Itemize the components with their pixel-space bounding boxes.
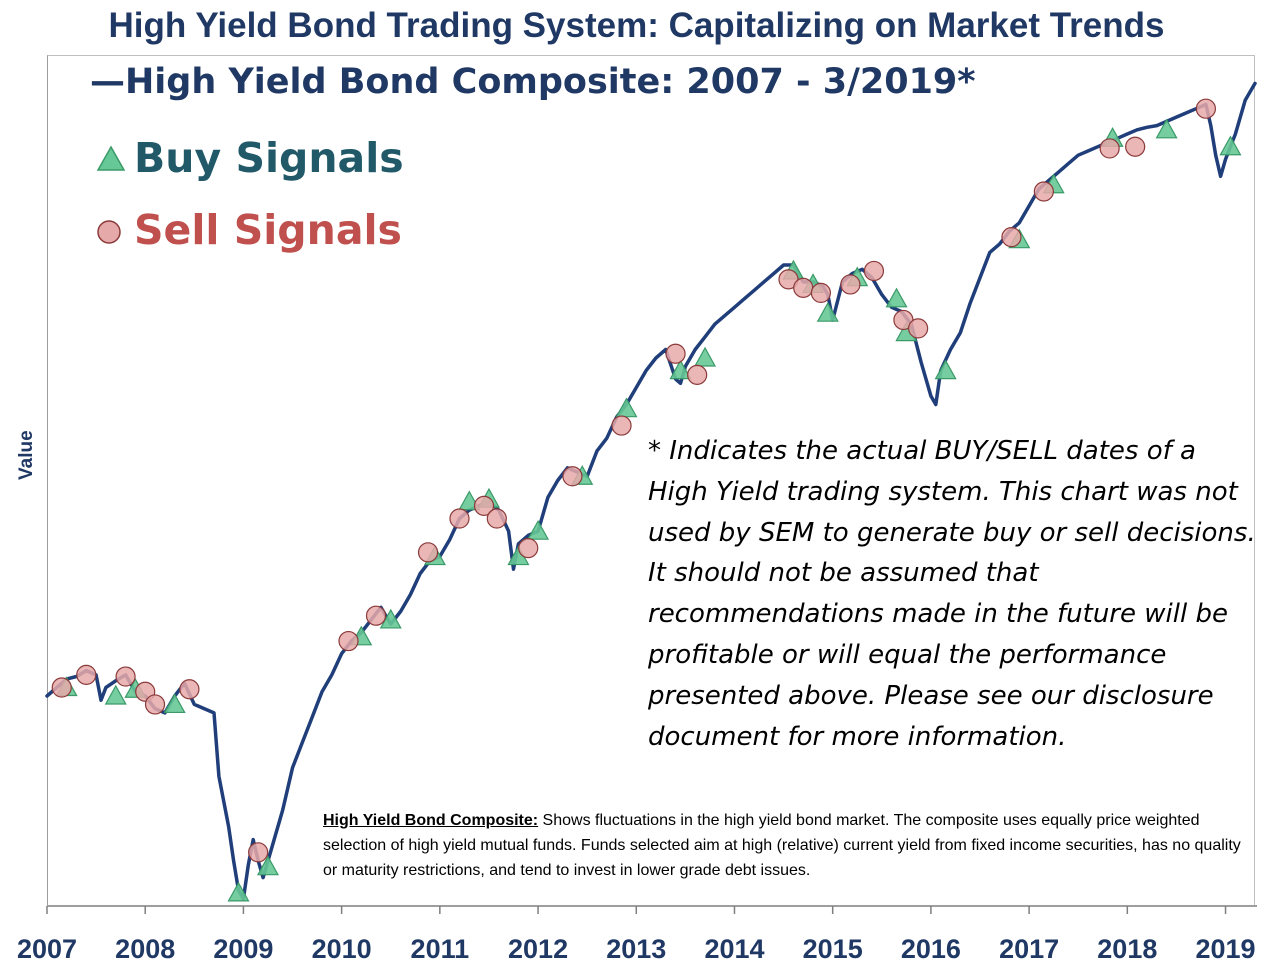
sell-signal-marker (1001, 227, 1022, 248)
sell-signal-marker (76, 664, 97, 685)
x-tick-label-2016: 2016 (901, 934, 961, 964)
buy-signal-marker (885, 287, 908, 308)
legend-series-label: —High Yield Bond Composite: 2007 - 3/201… (90, 62, 976, 102)
chart-title: High Yield Bond Trading System: Capitali… (108, 6, 1165, 45)
buy-signal-marker (615, 397, 638, 418)
composite-footnote: High Yield Bond Composite: Shows fluctua… (323, 808, 1243, 883)
buy-signal-marker (379, 608, 402, 629)
sell-signal-marker (51, 677, 72, 698)
sell-signal-marker (144, 694, 166, 715)
x-tick-label-2012: 2012 (508, 934, 568, 964)
sell-signal-marker (863, 260, 885, 282)
x-tick-label-2018: 2018 (1097, 934, 1157, 964)
legend-sell: Sell Signals (96, 206, 402, 254)
x-tick-label-2017: 2017 (999, 934, 1059, 964)
x-tick-label-2007: 2007 (17, 934, 77, 964)
x-tick-label-2008: 2008 (115, 934, 175, 964)
sell-signal-marker (665, 343, 686, 364)
buy-signal-marker (163, 693, 186, 714)
sell-signal-marker (1099, 138, 1120, 159)
buy-signal-marker (693, 346, 717, 367)
sell-signal-marker (248, 842, 269, 863)
disclaimer-note: * Indicates the actual BUY/SELL dates of… (648, 436, 1256, 752)
buy-signal-marker (227, 881, 250, 902)
sell-signal-marker (518, 537, 539, 559)
x-tick-label-2013: 2013 (606, 934, 666, 964)
sell-signal-marker (810, 282, 832, 304)
buy-signal-marker (1155, 118, 1178, 139)
x-tick-label-2011: 2011 (411, 934, 470, 964)
sell-signal-marker (1125, 136, 1146, 157)
x-tick-label-2010: 2010 (312, 934, 372, 964)
sell-signal-marker (179, 679, 200, 700)
sell-signal-marker (793, 277, 814, 298)
buy-triangle-icon (96, 145, 126, 171)
sell-signal-marker (365, 605, 387, 626)
sell-signal-marker (908, 318, 929, 339)
sell-signal-marker (473, 495, 495, 516)
buy-signal-marker (934, 359, 957, 380)
x-tick-label-2009: 2009 (213, 934, 273, 964)
sell-signal-marker (1195, 98, 1216, 119)
sell-circle-icon (97, 220, 121, 244)
sell-signal-marker (115, 666, 136, 687)
footnote-label: High Yield Bond Composite: (323, 812, 539, 829)
sell-signal-marker (486, 508, 507, 529)
buy-signal-marker (104, 684, 127, 705)
sell-signal-marker (840, 274, 861, 295)
sell-signal-marker (417, 542, 439, 563)
legend-sell-label: Sell Signals (134, 206, 402, 254)
footnote-text: Shows fluctuations in the high yield bon… (323, 812, 1241, 879)
x-tick-label-2015: 2015 (803, 934, 863, 964)
buy-signal-marker (1219, 135, 1242, 156)
buy-signal-marker (527, 519, 550, 540)
legend-buy: Buy Signals (96, 134, 404, 182)
x-tick-label-2014: 2014 (704, 934, 764, 964)
x-tick-label-2019: 2019 (1195, 934, 1255, 964)
buy-signal-marker (256, 855, 279, 876)
buy-signal-marker (669, 359, 692, 380)
sell-signal-marker (611, 415, 632, 436)
sell-signal-marker (1033, 181, 1054, 202)
plot-area (47, 55, 1255, 905)
sell-signal-marker (687, 364, 708, 385)
sell-signal-marker (338, 630, 359, 652)
legend-buy-label: Buy Signals (134, 134, 404, 182)
buy-signal-marker (816, 301, 839, 322)
sell-signal-marker (562, 466, 583, 487)
sell-signal-marker (449, 508, 470, 529)
